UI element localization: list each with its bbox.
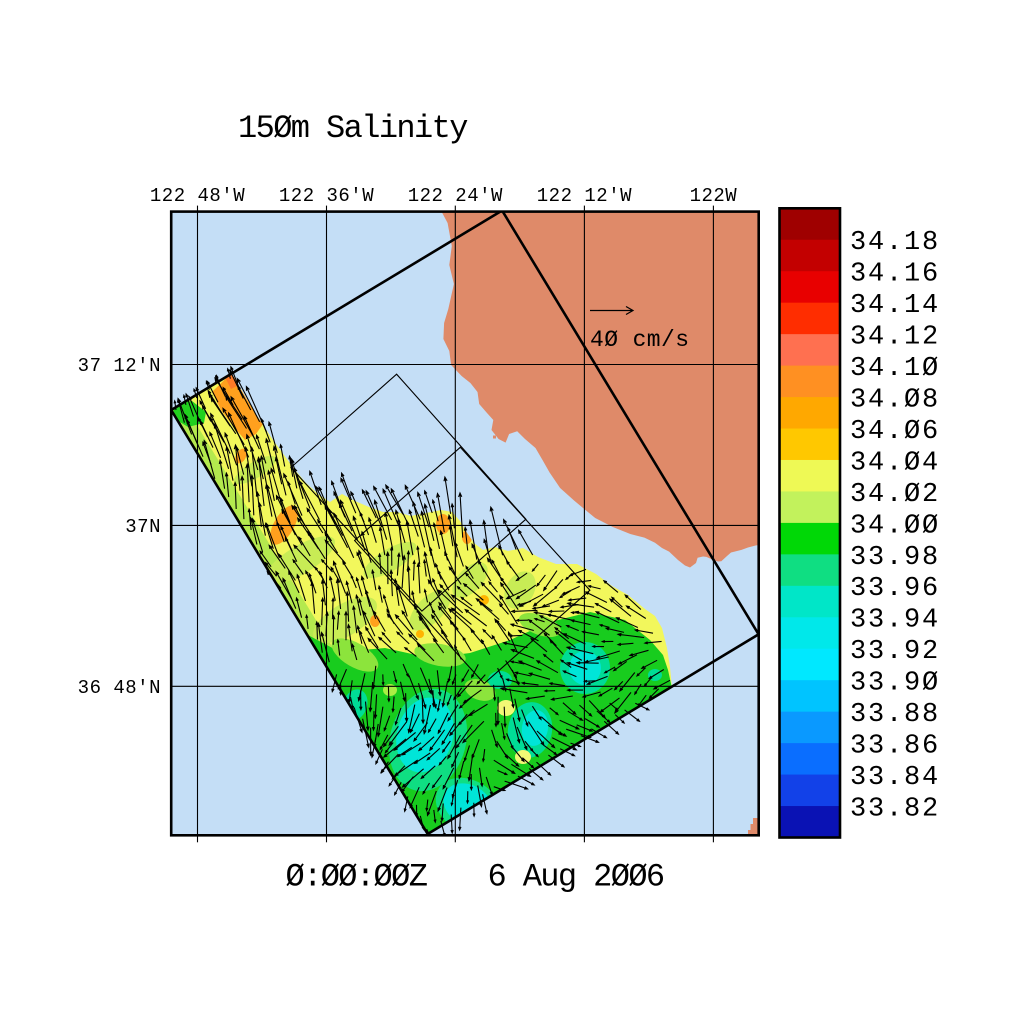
svg-text:34.12: 34.12 xyxy=(850,323,940,353)
svg-text:33.98: 33.98 xyxy=(850,543,940,573)
svg-text:33.92: 33.92 xyxy=(850,637,940,667)
svg-text:34.Ø2: 34.Ø2 xyxy=(850,480,940,510)
svg-text:33.94: 33.94 xyxy=(850,606,940,636)
svg-text:33.96: 33.96 xyxy=(850,574,940,604)
svg-text:34.ØØ: 34.ØØ xyxy=(850,511,940,541)
svg-text:6 Aug 2ØØ6: 6 Aug 2ØØ6 xyxy=(488,859,664,896)
svg-text:Ø:ØØ:ØØZ: Ø:ØØ:ØØZ xyxy=(286,859,428,896)
svg-text:37N: 37N xyxy=(125,516,161,538)
svg-text:33.88: 33.88 xyxy=(850,700,940,730)
svg-text:15Øm Salinity: 15Øm Salinity xyxy=(238,110,468,147)
svg-text:34.Ø8: 34.Ø8 xyxy=(850,386,940,416)
svg-text:34.18: 34.18 xyxy=(850,228,940,258)
svg-text:33.84: 33.84 xyxy=(850,763,940,793)
svg-text:33.82: 33.82 xyxy=(850,794,940,824)
svg-text:37 12'N: 37 12'N xyxy=(78,355,161,377)
svg-text:34.1Ø: 34.1Ø xyxy=(850,354,940,384)
svg-text:4Ø cm/s: 4Ø cm/s xyxy=(590,327,689,353)
svg-text:122 48'W: 122 48'W xyxy=(150,185,245,207)
svg-text:33.9Ø: 33.9Ø xyxy=(850,669,940,699)
svg-text:34.16: 34.16 xyxy=(850,260,940,290)
svg-text:34.14: 34.14 xyxy=(850,291,940,321)
svg-text:33.86: 33.86 xyxy=(850,732,940,762)
svg-text:122 24'W: 122 24'W xyxy=(408,185,503,207)
svg-text:36 48'N: 36 48'N xyxy=(78,677,161,699)
svg-text:122 36'W: 122 36'W xyxy=(279,185,374,207)
svg-text:34.Ø4: 34.Ø4 xyxy=(850,448,940,478)
svg-text:122 12'W: 122 12'W xyxy=(537,185,632,207)
svg-text:34.Ø6: 34.Ø6 xyxy=(850,417,940,447)
svg-text:122W: 122W xyxy=(690,185,738,207)
